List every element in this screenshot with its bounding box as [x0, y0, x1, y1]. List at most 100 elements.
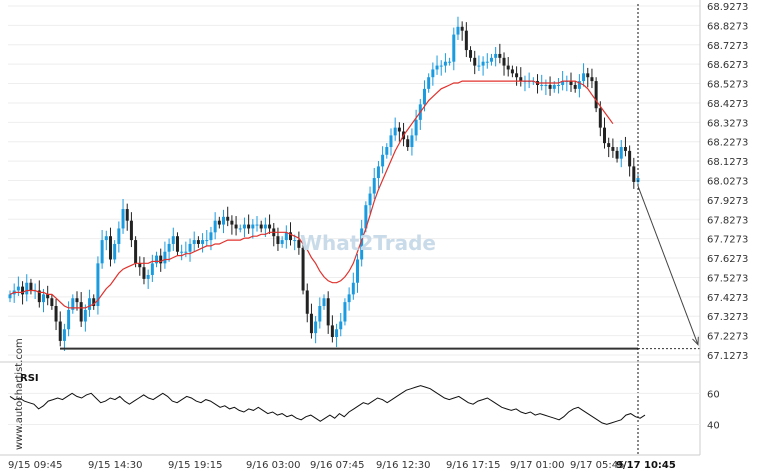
- price-tick-label: 67.7273: [707, 235, 748, 246]
- candle: [226, 206, 230, 227]
- candle: [360, 219, 364, 267]
- candle: [339, 312, 343, 337]
- rsi-line: [9, 385, 646, 425]
- candle: [489, 53, 493, 66]
- candle: [104, 230, 108, 251]
- candle: [582, 63, 586, 87]
- candle: [355, 254, 359, 293]
- candle: [79, 292, 83, 327]
- candle: [456, 16, 460, 40]
- candle: [305, 283, 309, 323]
- candle: [494, 46, 498, 67]
- candle: [37, 280, 41, 308]
- candle: [188, 238, 192, 262]
- candle: [184, 241, 188, 258]
- price-tick-label: 67.2273: [707, 332, 748, 343]
- price-tick-label: 68.3273: [707, 118, 748, 129]
- candle: [29, 278, 33, 295]
- overlay: [60, 4, 700, 455]
- candle: [192, 231, 196, 251]
- candle: [368, 186, 372, 214]
- price-tick-label: 68.4273: [707, 99, 748, 110]
- candle: [293, 234, 297, 251]
- candle: [376, 160, 380, 189]
- projection-arrow-head: [692, 336, 699, 346]
- candle: [196, 236, 200, 248]
- candle: [351, 272, 355, 300]
- candle: [117, 221, 121, 253]
- candle: [464, 22, 468, 58]
- candle: [96, 256, 100, 315]
- candle: [259, 220, 263, 233]
- candle: [67, 301, 71, 337]
- time-tick-label: 9/16 12:30: [376, 460, 430, 471]
- candle: [389, 128, 393, 156]
- candle: [577, 74, 581, 98]
- time-tick-label: 9/17 05:45: [570, 460, 624, 471]
- candle: [443, 53, 447, 73]
- price-tick-label: 68.5273: [707, 80, 748, 91]
- candle: [573, 81, 577, 93]
- candle: [8, 290, 12, 303]
- time-tick-label: 9/17 01:00: [510, 460, 564, 471]
- time-axis: 9/15 09:45 9/15 14:30 9/15 19:15 9/16 03:00…: [0, 454, 700, 471]
- candle: [247, 214, 251, 234]
- price-axis: 68.9273 68.8273 68.7273 68.6273 68.5273 68.42…: [699, 0, 748, 455]
- candle: [222, 209, 226, 234]
- time-tick-label: 9/16 07:45: [310, 460, 364, 471]
- candle: [142, 257, 146, 285]
- candle: [201, 233, 205, 253]
- candle: [217, 216, 221, 229]
- candle: [92, 294, 96, 310]
- candle: [590, 68, 594, 89]
- candle: [213, 212, 217, 240]
- time-tick-label: 9/15 09:45: [8, 460, 62, 471]
- candle: [586, 67, 590, 88]
- candle: [284, 225, 288, 249]
- candle: [372, 167, 376, 199]
- price-tick-label: 68.1273: [707, 157, 748, 168]
- candle: [623, 136, 627, 157]
- candle: [448, 57, 452, 66]
- candle: [619, 140, 623, 168]
- candle: [452, 27, 456, 71]
- candle: [381, 146, 385, 174]
- candle: [150, 254, 154, 282]
- candle: [393, 117, 397, 141]
- candle: [515, 66, 519, 86]
- candle: [255, 216, 259, 232]
- candle: [326, 291, 330, 334]
- candle: [234, 216, 238, 236]
- price-tick-label: 67.4273: [707, 293, 748, 304]
- projection-arrow: [637, 185, 699, 345]
- candle: [230, 215, 234, 235]
- price-tick-label: 67.9273: [707, 196, 748, 207]
- candle: [146, 269, 150, 289]
- candle: [100, 229, 104, 269]
- candle: [171, 227, 175, 251]
- candle: [238, 224, 242, 233]
- price-tick-label: 68.0273: [707, 177, 748, 188]
- candle: [46, 285, 50, 306]
- candle: [431, 62, 435, 86]
- candle: [485, 53, 489, 69]
- candle: [134, 236, 138, 268]
- candle: [477, 55, 481, 72]
- candle: [159, 248, 163, 272]
- candle: [113, 240, 117, 264]
- candle: [406, 135, 410, 151]
- candle: [385, 143, 389, 159]
- rsi-title: RSI: [20, 373, 39, 384]
- candle: [481, 56, 485, 76]
- grid: [8, 5, 700, 356]
- candle: [138, 256, 142, 276]
- candle: [209, 226, 213, 251]
- candle: [62, 323, 66, 351]
- rsi-panel: 60 40 RSI: [0, 361, 720, 431]
- candle: [50, 294, 54, 310]
- candle: [536, 74, 540, 94]
- candles: [8, 16, 640, 351]
- candle: [125, 203, 129, 231]
- candle: [108, 227, 112, 267]
- candle: [410, 128, 414, 156]
